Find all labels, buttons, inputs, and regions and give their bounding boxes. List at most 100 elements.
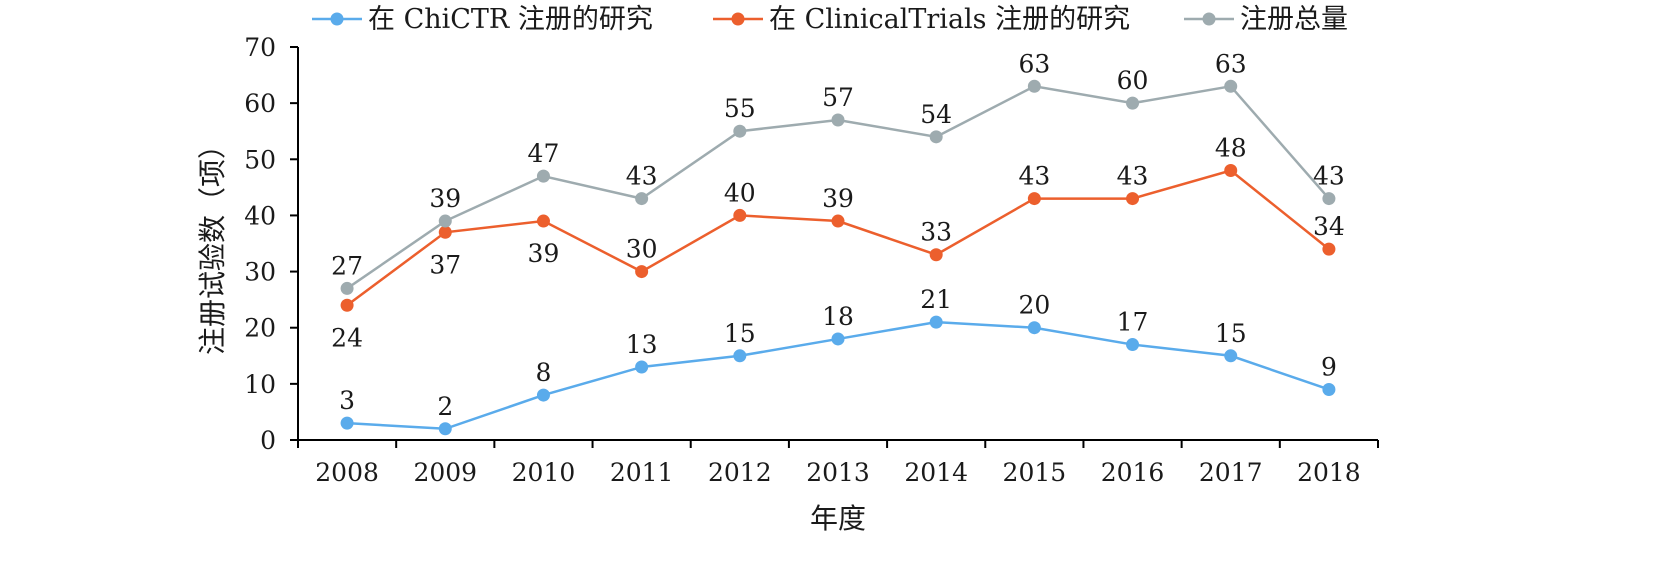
data-point	[1224, 79, 1238, 93]
x-tick-label: 2013	[806, 458, 870, 487]
legend: 在 ChiCTR 注册的研究 在 ClinicalTrials 注册的研究 注册总量	[312, 4, 1348, 35]
data-label: 24	[331, 323, 363, 352]
y-tick-label: 50	[244, 145, 276, 174]
data-label: 43	[1117, 162, 1149, 191]
data-label: 21	[920, 285, 952, 314]
data-point	[1322, 192, 1336, 206]
data-point	[1322, 382, 1336, 396]
y-tick-label: 10	[244, 370, 276, 399]
legend-marker	[330, 12, 344, 26]
y-tick-label: 40	[244, 201, 276, 230]
legend-label: 在 ClinicalTrials 注册的研究	[769, 4, 1130, 35]
x-tick-label: 2018	[1297, 458, 1361, 487]
data-point	[831, 214, 845, 228]
data-label: 43	[1018, 162, 1050, 191]
data-point	[733, 208, 747, 222]
x-tick-label: 2012	[708, 458, 772, 487]
y-tick-label: 0	[260, 426, 276, 455]
data-label: 8	[536, 358, 552, 387]
x-tick-label: 2015	[1003, 458, 1067, 487]
x-tick-label: 2017	[1199, 458, 1263, 487]
data-label: 54	[920, 100, 952, 129]
data-point	[536, 169, 550, 183]
data-label: 39	[429, 184, 461, 213]
x-axis-title: 年度	[810, 502, 866, 535]
data-point	[1027, 321, 1041, 335]
axes	[297, 47, 1378, 441]
legend-item: 注册总量	[1184, 4, 1348, 35]
data-label: 57	[822, 83, 854, 112]
data-labels: 3 2 8 13 15 18 21 20 17 15 9 24 37 39 30 40 39 33 43 43 48 34…	[331, 49, 1345, 420]
data-point	[340, 298, 354, 312]
data-label: 13	[626, 330, 658, 359]
data-label: 17	[1117, 308, 1149, 337]
data-point	[1027, 192, 1041, 206]
data-point	[340, 281, 354, 295]
series-2	[340, 79, 1336, 295]
data-point	[635, 265, 649, 279]
data-label: 18	[822, 302, 854, 331]
data-label: 40	[724, 178, 756, 207]
x-tick-label: 2014	[904, 458, 968, 487]
data-point	[536, 214, 550, 228]
data-point	[1126, 338, 1140, 352]
data-label: 43	[1313, 162, 1345, 191]
data-point	[635, 360, 649, 374]
y-ticks: 0 10 20 30 40 50 60 70	[244, 33, 298, 455]
x-tick-label: 2010	[512, 458, 576, 487]
data-label: 63	[1215, 49, 1247, 78]
data-label: 39	[822, 184, 854, 213]
data-point	[929, 315, 943, 329]
data-label: 48	[1215, 134, 1247, 163]
data-point	[1224, 349, 1238, 363]
x-tick-label: 2016	[1101, 458, 1165, 487]
x-tick-label: 2009	[413, 458, 477, 487]
data-point	[1126, 192, 1140, 206]
data-label: 60	[1117, 66, 1149, 95]
data-label: 63	[1018, 49, 1050, 78]
series-layer	[340, 79, 1336, 436]
data-label: 15	[1215, 319, 1247, 348]
data-label: 9	[1321, 352, 1337, 381]
data-label: 43	[626, 162, 658, 191]
data-label: 39	[528, 239, 560, 268]
data-point	[831, 113, 845, 127]
data-label: 2	[437, 392, 453, 421]
data-point	[733, 349, 747, 363]
data-point	[929, 130, 943, 144]
data-point	[340, 416, 354, 430]
data-point	[1027, 79, 1041, 93]
x-ticks: 2008 2009 2010 2011 2012 2013 2014 2015 2016 2017…	[297, 440, 1379, 487]
data-label: 34	[1313, 212, 1345, 241]
data-point	[536, 388, 550, 402]
data-label: 55	[724, 94, 756, 123]
y-tick-label: 60	[244, 89, 276, 118]
data-point	[733, 124, 747, 138]
y-tick-label: 30	[244, 258, 276, 287]
data-point	[635, 192, 649, 206]
data-point	[438, 214, 452, 228]
data-point	[438, 225, 452, 239]
data-label: 15	[724, 319, 756, 348]
data-point	[929, 248, 943, 262]
data-label: 47	[528, 139, 560, 168]
legend-marker	[731, 12, 745, 26]
y-axis-title: 注册试验数（项）	[196, 131, 229, 355]
data-point	[438, 422, 452, 436]
series-0	[340, 315, 1336, 436]
legend-label: 注册总量	[1240, 4, 1348, 35]
data-point	[831, 332, 845, 346]
legend-label: 在 ChiCTR 注册的研究	[368, 4, 653, 35]
data-label: 30	[626, 235, 658, 264]
data-label: 27	[331, 251, 363, 280]
series-1	[340, 164, 1336, 312]
data-label: 37	[429, 250, 461, 279]
data-label: 3	[339, 386, 355, 415]
legend-marker	[1202, 12, 1216, 26]
data-label: 20	[1018, 291, 1050, 320]
legend-item: 在 ChiCTR 注册的研究	[312, 4, 653, 35]
y-tick-label: 70	[244, 33, 276, 62]
data-label: 33	[920, 218, 952, 247]
x-tick-label: 2008	[315, 458, 379, 487]
